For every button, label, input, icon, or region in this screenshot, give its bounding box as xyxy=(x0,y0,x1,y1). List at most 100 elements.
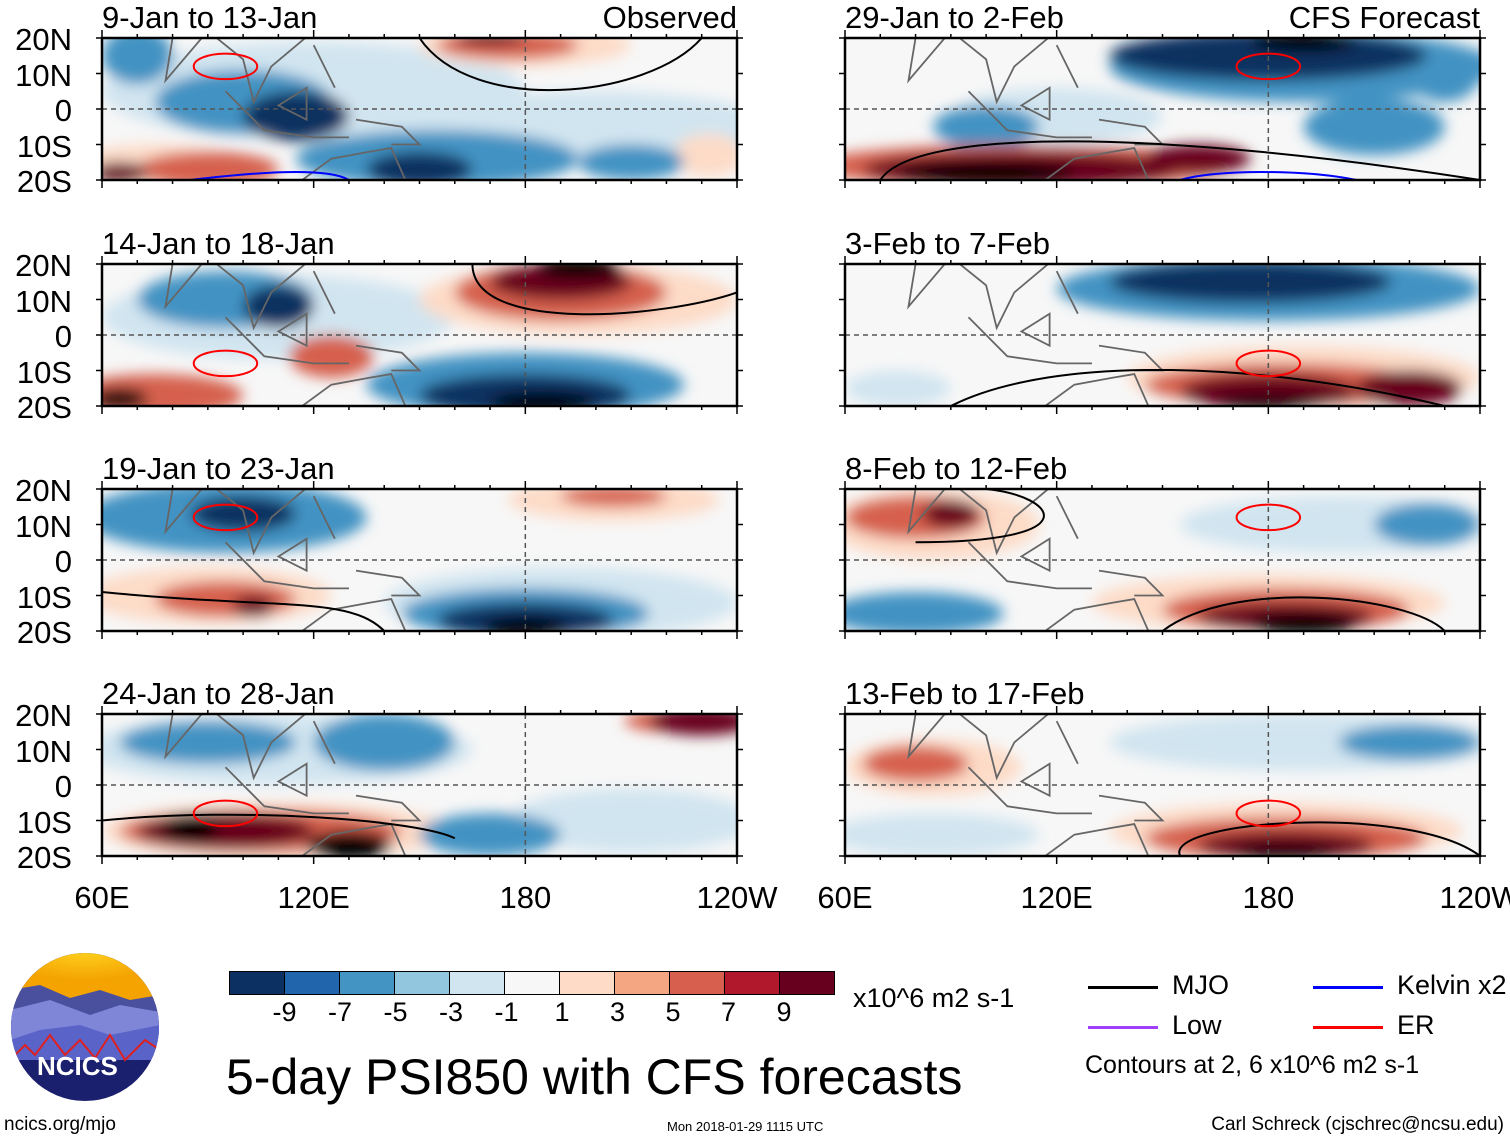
lon-label: 60E xyxy=(817,880,873,915)
psi-anomaly-field xyxy=(366,151,473,180)
panel-title: 19-Jan to 23-Jan xyxy=(102,451,335,486)
colorbar-swatch xyxy=(394,972,449,994)
psi-anomaly-field xyxy=(243,285,314,328)
psi-anomaly-field xyxy=(915,169,987,180)
lon-label: 60E xyxy=(74,880,130,915)
map-panel xyxy=(102,489,737,631)
map-panel xyxy=(845,489,1480,631)
map-panel xyxy=(845,264,1480,406)
mjo-contour xyxy=(950,368,1445,406)
psi-anomaly-field xyxy=(232,595,275,617)
lat-label: 10S xyxy=(16,354,72,390)
colorbar xyxy=(229,971,835,995)
coastline xyxy=(164,264,422,406)
psi-anomaly-field xyxy=(1233,845,1339,856)
psi-anomaly-field xyxy=(845,591,1004,631)
psi-anomaly-field xyxy=(1144,144,1251,173)
colorbar-swatch xyxy=(779,972,834,994)
map-panel xyxy=(102,714,737,856)
colorbar-label: -1 xyxy=(494,997,519,1027)
psi-anomaly-field xyxy=(845,813,1039,856)
panel-tag: CFS Forecast xyxy=(1288,0,1480,35)
panel-title: 3-Feb to 7-Feb xyxy=(845,226,1051,261)
colorbar-label: 9 xyxy=(776,997,792,1027)
colorbar-swatch xyxy=(614,972,669,994)
map-panel xyxy=(845,38,1480,180)
er-contour xyxy=(1235,799,1302,828)
psi-anomaly-field xyxy=(454,38,526,46)
psi-anomaly-field xyxy=(1250,613,1357,631)
psi-anomaly-field xyxy=(578,144,685,180)
lat-label: 10N xyxy=(15,733,72,769)
colorbar-label: 3 xyxy=(609,997,626,1027)
coastline xyxy=(907,714,1165,856)
psi-anomaly-field xyxy=(161,813,219,842)
psi-anomaly-field xyxy=(419,813,561,856)
psi-anomaly-field xyxy=(1409,45,1480,102)
er-contour xyxy=(1235,349,1302,378)
lat-label: 20S xyxy=(16,390,72,425)
figure-title: 5-day PSI850 with CFS forecasts xyxy=(226,1049,963,1105)
colorbar-label: 7 xyxy=(720,997,737,1027)
psi-anomaly-field xyxy=(922,499,980,529)
panel-title: 29-Jan to 2-Feb xyxy=(845,0,1064,35)
footer-timestamp: Mon 2018-01-29 1115 UTC xyxy=(667,1119,824,1134)
lat-label: 10N xyxy=(15,57,72,93)
mjo-contour xyxy=(102,590,385,631)
er-contour xyxy=(192,52,259,81)
lat-label: 10S xyxy=(16,579,72,615)
psi-anomaly-field xyxy=(1109,264,1392,304)
psi-anomaly-field xyxy=(102,38,173,85)
kelvin-contour xyxy=(190,171,350,180)
coastline xyxy=(907,38,1165,180)
psi-anomaly-field xyxy=(1356,370,1463,406)
lat-label: 10N xyxy=(15,283,72,319)
legend-label: Low xyxy=(1172,1010,1222,1040)
legend-line xyxy=(1313,986,1383,989)
lat-label: 20S xyxy=(16,164,72,199)
er-contour xyxy=(1235,52,1302,81)
lon-label: 120E xyxy=(1020,880,1093,915)
mjo-contour xyxy=(102,813,456,840)
colorbar-label: -7 xyxy=(327,997,353,1027)
psi-anomaly-field xyxy=(1250,38,1357,53)
footer-url[interactable]: ncics.org/mjo xyxy=(4,1114,116,1135)
psi-anomaly-field xyxy=(1303,98,1445,156)
mjo-contour xyxy=(418,38,703,92)
colorbar-swatch xyxy=(669,972,724,994)
panel-title: 13-Feb to 17-Feb xyxy=(845,676,1085,711)
er-contour xyxy=(192,349,259,378)
kelvin-contour xyxy=(1179,171,1357,180)
psi-anomaly-field xyxy=(673,133,737,177)
colorbar-swatch xyxy=(559,972,614,994)
lat-label: 20S xyxy=(16,615,72,650)
lat-label: 0 xyxy=(54,769,72,804)
mjo-contour xyxy=(1178,821,1480,856)
colorbar-swatch xyxy=(724,972,779,994)
panel-title: 24-Jan to 28-Jan xyxy=(102,676,335,711)
er-contour xyxy=(1235,503,1302,532)
coastline xyxy=(907,489,1165,631)
psi-anomaly-field xyxy=(137,151,279,180)
legend-line xyxy=(1313,1026,1383,1029)
colorbar-label: -5 xyxy=(383,997,408,1027)
psi-anomaly-field xyxy=(862,745,969,782)
psi-anomaly-field xyxy=(102,388,148,406)
mjo-contour xyxy=(471,264,737,316)
psi-anomaly-field xyxy=(507,788,737,853)
mjo-contour xyxy=(915,489,1446,631)
footer-credit: Carl Schreck (cjschrec@ncsu.edu) xyxy=(1211,1114,1504,1135)
legend-label: MJO xyxy=(1172,970,1229,1000)
panel-title: 14-Jan to 18-Jan xyxy=(102,226,335,261)
legend-label: Kelvin x2 xyxy=(1397,970,1507,1000)
coastline xyxy=(164,489,422,631)
colorbar-swatch xyxy=(230,972,284,994)
er-contour xyxy=(192,503,259,532)
psi-anomaly-field xyxy=(933,105,1040,149)
colorbar-label: -3 xyxy=(438,997,464,1027)
coastline xyxy=(164,714,422,856)
coastline xyxy=(907,264,1165,406)
panel-tag: Observed xyxy=(602,0,737,35)
mjo-contour xyxy=(879,140,1480,180)
